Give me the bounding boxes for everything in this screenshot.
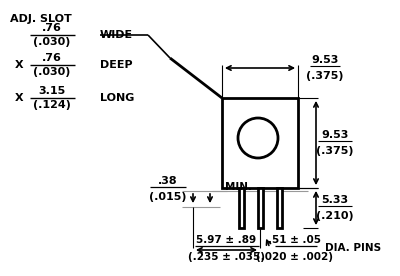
Text: WIDE: WIDE xyxy=(100,30,133,40)
Text: (.020 ± .002): (.020 ± .002) xyxy=(256,252,334,262)
Text: ADJ. SLOT: ADJ. SLOT xyxy=(10,14,72,24)
Text: MIN.: MIN. xyxy=(225,182,252,192)
Text: (.375): (.375) xyxy=(316,146,354,156)
Text: 9.53: 9.53 xyxy=(311,55,339,65)
Text: DEEP: DEEP xyxy=(100,60,133,70)
Text: LONG: LONG xyxy=(100,93,134,103)
Bar xyxy=(238,188,244,228)
Text: .38: .38 xyxy=(158,176,178,186)
Text: 3.15: 3.15 xyxy=(38,86,66,96)
Bar xyxy=(276,188,282,228)
Text: 5.97 ± .89: 5.97 ± .89 xyxy=(196,235,256,245)
Text: 5.33: 5.33 xyxy=(322,195,348,205)
Text: (.030): (.030) xyxy=(33,37,71,47)
Bar xyxy=(222,98,298,188)
Circle shape xyxy=(238,118,278,158)
Text: .76: .76 xyxy=(42,23,62,33)
Text: (.375): (.375) xyxy=(306,71,344,81)
Text: (.015): (.015) xyxy=(149,192,187,202)
Text: DIA. PINS: DIA. PINS xyxy=(325,243,381,253)
Text: .51 ± .05: .51 ± .05 xyxy=(268,235,322,245)
Text: .76: .76 xyxy=(42,53,62,63)
Text: (.235 ± .035): (.235 ± .035) xyxy=(188,252,265,262)
Bar xyxy=(258,188,262,228)
Text: (.210): (.210) xyxy=(316,211,354,221)
Text: (.030): (.030) xyxy=(33,67,71,77)
Text: X: X xyxy=(15,93,24,103)
Text: X: X xyxy=(15,60,24,70)
Text: (.124): (.124) xyxy=(33,100,71,110)
Text: 9.53: 9.53 xyxy=(321,130,349,140)
